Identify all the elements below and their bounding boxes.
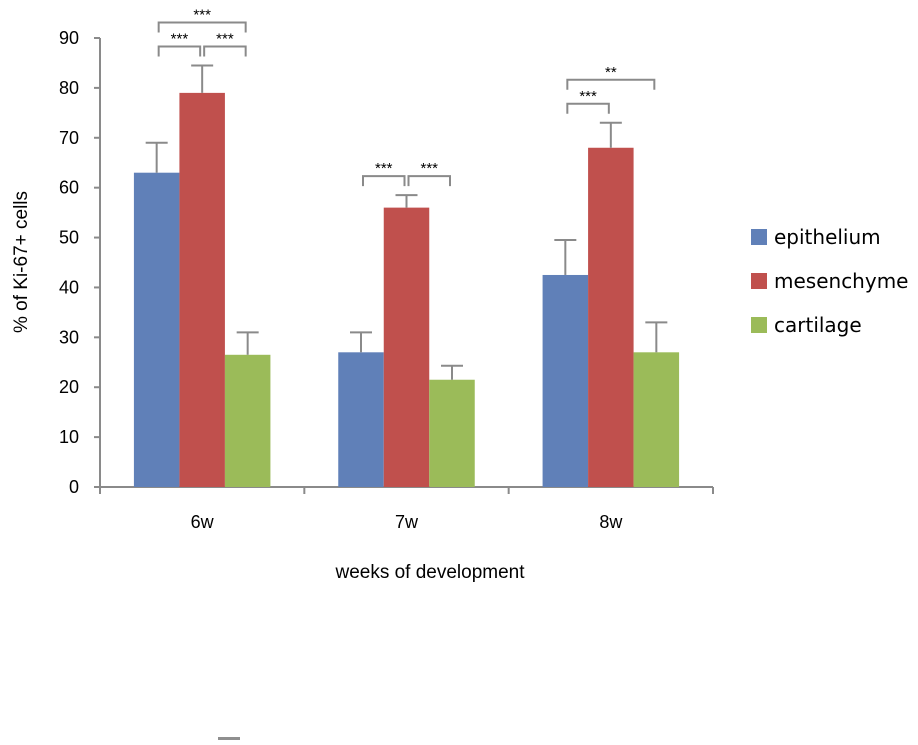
y-tick-label: 80 (59, 78, 79, 98)
error-bar-cartilage-6w (236, 331, 259, 355)
error-bars (145, 64, 668, 380)
x-tick-label: 8w (599, 512, 623, 532)
significance-bracket: *** (157, 30, 202, 57)
legend-swatch (751, 229, 767, 245)
significance-brackets: *** ********* ******** (157, 6, 656, 187)
bar-epithelium-8w (542, 274, 589, 487)
y-tick-label: 0 (69, 477, 79, 497)
y-tick-label: 10 (59, 427, 79, 447)
x-axis: 6w 7w 8w (99, 486, 714, 532)
legend-item-cartilage: cartilage (751, 313, 862, 337)
significance-label: *** (420, 160, 438, 177)
significance-label: *** (193, 6, 211, 23)
error-bar-mesenchyme-8w (599, 121, 622, 148)
x-tick-label: 7w (395, 512, 419, 532)
y-tick-label: 70 (59, 128, 79, 148)
y-axis: 0 10 20 30 40 50 60 70 80 90 (59, 28, 101, 497)
legend-item-mesenchyme: mesenchyme (751, 269, 908, 293)
bars (133, 92, 680, 487)
y-tick-label: 60 (59, 178, 79, 198)
bar-cartilage-8w (633, 352, 680, 487)
y-tick-label: 20 (59, 377, 79, 397)
bar-epithelium-6w (133, 172, 180, 487)
significance-bracket: *** (157, 6, 247, 33)
significance-bracket: *** (203, 30, 247, 57)
y-tick-label: 40 (59, 277, 79, 297)
legend-label: epithelium (774, 225, 881, 249)
bar-mesenchyme-7w (383, 207, 430, 487)
error-bar-epithelium-8w (554, 239, 577, 275)
y-tick-label: 90 (59, 28, 79, 48)
legend-swatch (751, 317, 767, 333)
legend-label: mesenchyme (774, 269, 908, 293)
error-bar-mesenchyme-7w (395, 194, 418, 208)
bar-mesenchyme-6w (179, 92, 225, 487)
significance-bracket: *** (362, 160, 406, 187)
bar-cartilage-7w (429, 379, 475, 487)
x-axis-title: weeks of development (334, 562, 525, 583)
bar-mesenchyme-8w (588, 147, 634, 487)
significance-label: *** (216, 30, 234, 47)
y-tick-label: 50 (59, 228, 79, 248)
significance-label: *** (375, 160, 393, 177)
significance-bracket: ** (566, 64, 656, 90)
x-tick-label: 6w (191, 512, 215, 532)
legend-label: cartilage (774, 313, 862, 337)
error-bar-mesenchyme-6w (191, 64, 214, 93)
significance-label: *** (171, 30, 189, 47)
bar-cartilage-6w (224, 354, 271, 487)
y-tick-label: 30 (59, 327, 79, 347)
bar-epithelium-7w (338, 352, 384, 487)
legend: epithelium mesenchyme cartilage (751, 225, 908, 337)
significance-label: ** (605, 64, 617, 81)
error-bar-epithelium-6w (145, 141, 168, 173)
stray-mark (218, 737, 240, 740)
significance-label: *** (579, 88, 597, 105)
y-axis-title: % of Ki-67+ cells (11, 191, 32, 333)
error-bar-epithelium-7w (350, 331, 372, 353)
legend-item-epithelium: epithelium (751, 225, 881, 249)
significance-bracket: *** (407, 160, 451, 187)
legend-swatch (751, 273, 767, 289)
error-bar-cartilage-8w (645, 321, 668, 353)
significance-bracket: *** (566, 88, 610, 114)
error-bar-cartilage-7w (441, 364, 463, 380)
